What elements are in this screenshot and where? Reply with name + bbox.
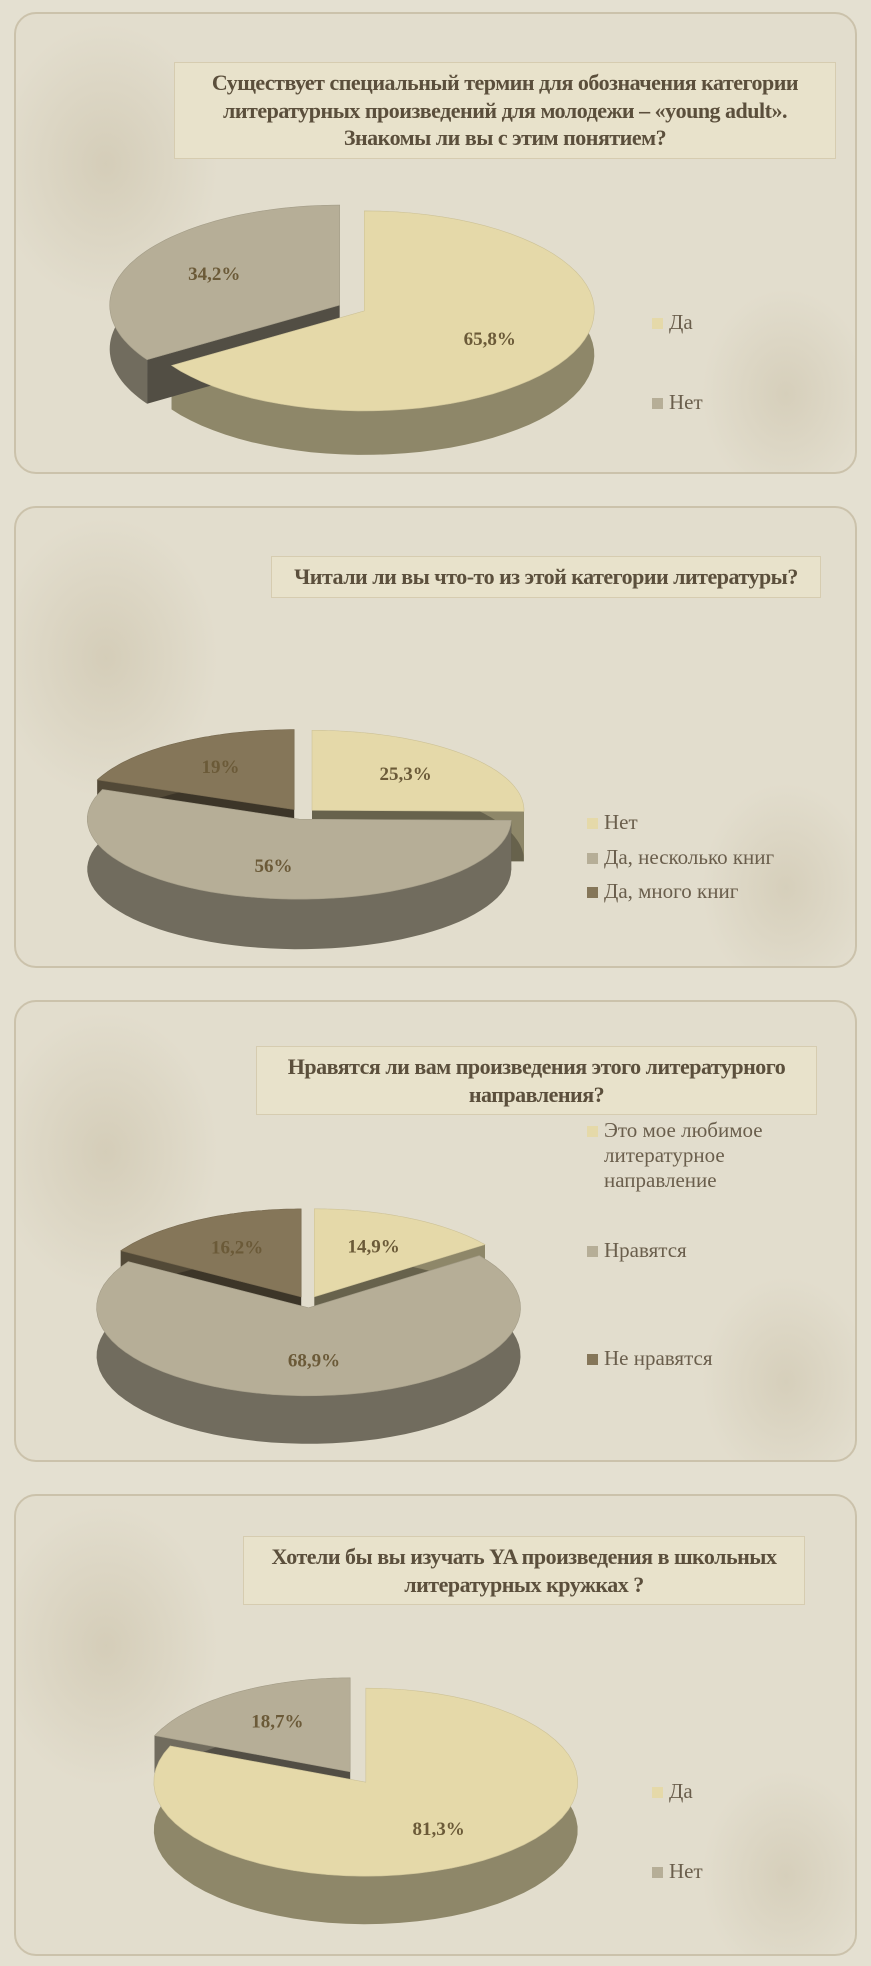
pie-chart: 14,9% 68,9% 16,2%: [96, 1208, 521, 1444]
pie-slice: [311, 730, 525, 812]
pie-slice: [109, 204, 340, 361]
legend-entry: Нет: [652, 390, 871, 415]
legend-label: Не нравятся: [604, 1346, 713, 1370]
data-label: 16,2%: [211, 1238, 263, 1259]
pie-slice: [170, 210, 595, 412]
legend-entry: Нравятся: [587, 1238, 817, 1263]
legend-swatch: [587, 1246, 598, 1257]
legend-label: Да: [669, 310, 693, 334]
legend-entry: Не нравятся: [587, 1346, 817, 1371]
legend-swatch: [587, 1126, 598, 1137]
data-label: 56%: [254, 856, 292, 877]
data-label: 81,3%: [412, 1819, 464, 1840]
data-label: 65,8%: [464, 329, 516, 350]
data-label: 68,9%: [288, 1351, 340, 1372]
chart-panel: Существует специальный термин для обозна…: [14, 12, 857, 474]
chart-panel: Хотели бы вы изучать YA произведения в ш…: [14, 1494, 857, 1956]
chart-title: Существует специальный термин для обозна…: [174, 62, 836, 159]
legend-label: Это мое любимое литературное направление: [604, 1118, 763, 1192]
pie-chart: 65,8% 34,2%: [109, 204, 595, 455]
data-label: 18,7%: [251, 1712, 303, 1733]
legend-label: Нравятся: [604, 1238, 687, 1262]
legend-entry: Нет: [652, 1859, 871, 1884]
legend-entry: Да: [652, 1779, 871, 1804]
legend-swatch: [652, 318, 663, 329]
pie-slice: [87, 789, 512, 900]
legend-entry: Да: [652, 310, 871, 335]
legend-label: Нет: [604, 810, 638, 834]
slice-side: [87, 789, 512, 950]
pie-slice: [153, 1677, 351, 1773]
chart-title: Хотели бы вы изучать YA произведения в ш…: [243, 1536, 805, 1605]
legend-swatch: [587, 1354, 598, 1365]
slice-side: [171, 210, 595, 455]
data-label: 25,3%: [379, 764, 431, 785]
legend-entry: Это мое любимое литературное направление: [587, 1118, 817, 1193]
legend-label: Да: [669, 1779, 693, 1803]
legend-swatch: [587, 818, 598, 829]
pie-chart: 25,3% 56% 19%: [87, 729, 525, 950]
pie-slice: [314, 1208, 486, 1298]
legend-label: Да, несколько книг: [604, 845, 775, 869]
legend-swatch: [652, 1787, 663, 1798]
legend-label: Нет: [669, 1859, 703, 1883]
chart-panel: Читали ли вы что-то из этой категории ли…: [14, 506, 857, 968]
pie-slice: [96, 1255, 521, 1397]
chart-panel: Нравятся ли вам произведения этого литер…: [14, 1000, 857, 1462]
legend-swatch: [652, 1867, 663, 1878]
pie-slice: [120, 1208, 302, 1298]
chart-title: Читали ли вы что-то из этой категории ли…: [271, 556, 821, 598]
slice-side: [96, 1255, 521, 1444]
legend-swatch: [587, 887, 598, 898]
pie-slice: [153, 1687, 578, 1877]
pie-slice: [96, 729, 295, 810]
legend-entry: Нет: [587, 810, 817, 835]
chart-title: Нравятся ли вам произведения этого литер…: [256, 1046, 817, 1115]
legend-entry: Да, несколько книг: [587, 845, 817, 870]
legend-swatch: [587, 853, 598, 864]
data-label: 14,9%: [347, 1236, 399, 1257]
legend-entry: Да, много книг: [587, 879, 817, 904]
legend-label: Да, много книг: [604, 879, 739, 903]
pie-chart: 81,3% 18,7%: [153, 1677, 578, 1925]
data-label: 19%: [201, 757, 239, 778]
legend-swatch: [652, 398, 663, 409]
data-label: 34,2%: [188, 264, 240, 285]
legend-label: Нет: [669, 390, 703, 414]
